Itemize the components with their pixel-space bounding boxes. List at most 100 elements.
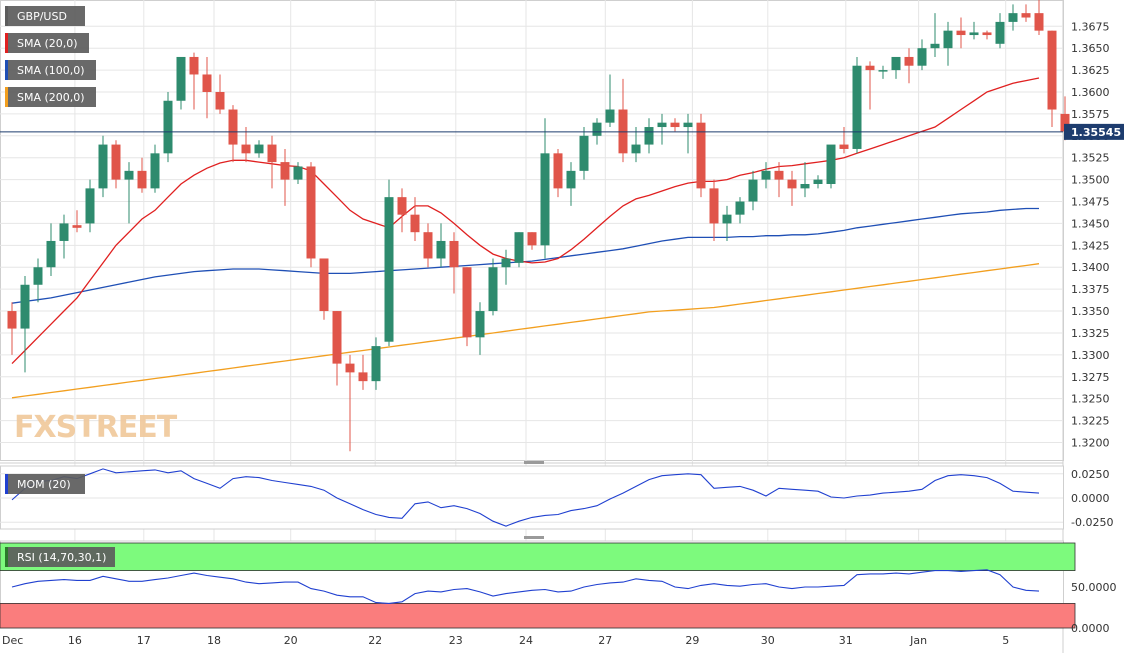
candle: [1008, 4, 1018, 31]
candle: [956, 17, 966, 49]
candle-body: [735, 201, 745, 215]
candle-body: [878, 70, 888, 72]
candle: [995, 13, 1005, 49]
price-tick-label: 1.3575: [1071, 108, 1110, 121]
mom-line: [11, 468, 1040, 527]
legend: GBP/USD SMA (20,0) SMA (100,0) SMA (200,0) M…: [5, 6, 115, 567]
candle: [371, 337, 381, 390]
resize-handle-icon: [524, 461, 544, 464]
candle: [189, 52, 199, 110]
candle-body: [891, 56, 901, 71]
candle: [982, 30, 992, 40]
price-tick-label: 1.3675: [1071, 20, 1110, 33]
candle-body: [683, 122, 693, 128]
last-price-label: 1.35545: [1071, 126, 1121, 139]
candle: [332, 311, 342, 386]
legend-sma100: SMA (100,0): [5, 60, 96, 80]
legend-rsi: RSI (14,70,30,1): [5, 547, 115, 567]
candle: [384, 179, 394, 347]
price-tick-label: 1.3325: [1071, 327, 1110, 340]
rsi-line: [11, 569, 1040, 604]
price-tick-label: 1.3600: [1071, 86, 1110, 99]
candle-body: [46, 240, 56, 268]
price-tick-label: 1.3450: [1071, 217, 1110, 230]
x-tick-label: Jan: [909, 634, 927, 647]
legend-sma100-bg: [5, 60, 96, 80]
x-tick-label: 20: [284, 634, 298, 647]
price-tick-label: 1.3350: [1071, 305, 1110, 318]
candle: [761, 162, 771, 189]
sma-200-line: [11, 263, 1040, 399]
candle: [124, 162, 134, 224]
candle-body: [72, 225, 82, 228]
legend-sma20-label: SMA (20,0): [17, 37, 78, 50]
candle-body: [20, 284, 30, 329]
candle-body: [7, 311, 17, 329]
candle-body: [982, 32, 992, 36]
candle: [826, 144, 836, 189]
candle-body: [748, 179, 758, 202]
candle-body: [267, 144, 277, 163]
candle-body: [202, 74, 212, 92]
candle-body: [215, 92, 225, 110]
price-tick-label: 1.3275: [1071, 371, 1110, 384]
legend-symbol-bg: [5, 6, 85, 26]
candle: [735, 197, 745, 224]
candle-body: [319, 258, 329, 312]
candle: [878, 65, 888, 79]
candle: [605, 74, 615, 128]
candle: [904, 48, 914, 84]
candle-body: [371, 346, 381, 382]
candle: [644, 118, 654, 154]
legend-sma20-swatch: [5, 33, 8, 53]
candle-body: [241, 144, 251, 154]
x-tick-label: Dec: [2, 634, 23, 647]
candle: [475, 302, 485, 355]
x-tick-label: 17: [137, 634, 151, 647]
candle-body: [397, 197, 407, 215]
candle-body: [384, 197, 394, 342]
candle-body: [462, 267, 472, 338]
candle-body: [930, 43, 940, 49]
candle-body: [956, 30, 966, 36]
candle-body: [657, 122, 667, 128]
candle-body: [670, 122, 680, 128]
candle: [85, 179, 95, 233]
candle: [449, 232, 459, 294]
price-tick-label: 1.3625: [1071, 64, 1110, 77]
legend-sma20-bg: [5, 33, 89, 53]
candle-body: [358, 372, 368, 382]
candle: [514, 232, 524, 268]
candle: [462, 267, 472, 347]
grid: FXSTREET: [0, 0, 1064, 653]
candle: [657, 113, 667, 145]
candle: [579, 127, 589, 180]
candle: [410, 197, 420, 241]
candle-body: [800, 184, 810, 189]
candle-body: [605, 109, 615, 123]
candle: [59, 214, 69, 259]
x-tick-label: 23: [449, 634, 463, 647]
candle-body: [826, 144, 836, 184]
candle-body: [553, 153, 563, 189]
candle: [696, 113, 706, 198]
candle: [1034, 0, 1044, 36]
candle: [111, 140, 121, 189]
candle-body: [1021, 13, 1031, 18]
candle-body: [345, 363, 355, 373]
candle: [358, 354, 368, 390]
legend-sma200-label: SMA (200,0): [17, 91, 85, 104]
candle-body: [488, 267, 498, 312]
last-price-badge: [1064, 123, 1124, 140]
candle: [891, 56, 901, 79]
candle: [943, 21, 953, 66]
candle: [137, 157, 147, 193]
candle: [917, 39, 927, 71]
legend-rsi-label: RSI (14,70,30,1): [17, 551, 106, 564]
candle: [631, 127, 641, 163]
legend-symbol-swatch: [5, 6, 8, 26]
candle: [215, 74, 225, 114]
candle-body: [150, 153, 160, 189]
candle: [306, 162, 316, 268]
